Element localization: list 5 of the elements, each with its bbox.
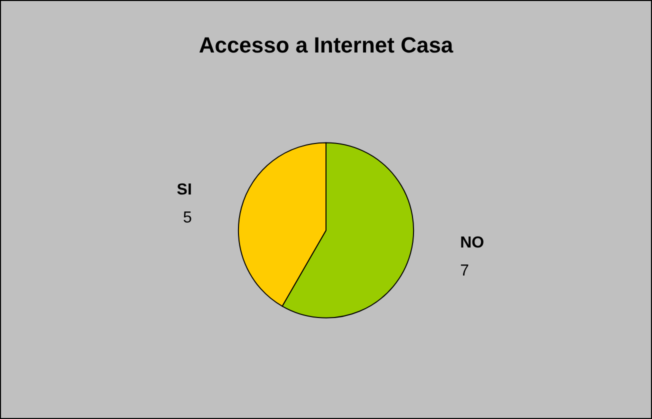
data-label: 5	[183, 209, 192, 226]
slice-label: SI	[176, 181, 192, 198]
chart-title: Accesso a Internet Casa	[198, 32, 454, 58]
data-label: 7	[460, 262, 470, 280]
slice-label: NO	[460, 234, 484, 252]
